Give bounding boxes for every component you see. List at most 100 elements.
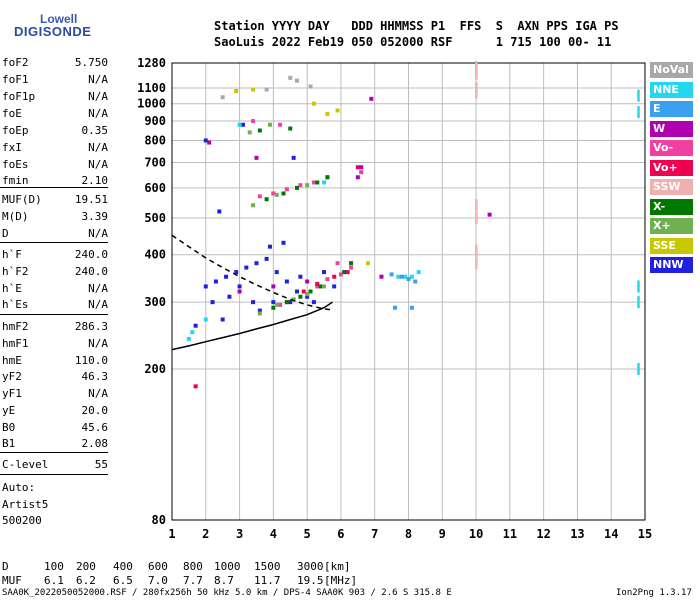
param-separator [0,187,108,188]
param-name: fxI [2,141,22,154]
data-point-ssw [475,211,478,224]
data-point-x [284,300,289,305]
data-point-vo [335,261,340,266]
data-point-vo [298,183,303,188]
param-value: 2.10 [81,174,109,187]
param-value: N/A [88,141,108,154]
data-point-vo [278,122,283,127]
data-point-noval [288,75,293,80]
data-point-w [359,165,364,170]
data-point-nne [637,296,640,309]
y-tick-label: 900 [144,114,166,128]
param-foes: foEs N/A [2,158,108,172]
data-point-vo [301,289,306,294]
foot-d-item: 1500 [254,560,281,573]
data-point-nnw [291,155,296,160]
param-fmin: fmin 2.10 [2,174,108,188]
x-tick-label: 12 [536,527,550,541]
data-point-x [271,305,276,310]
param-name: hmF1 [2,337,29,350]
data-point-nnw [237,284,242,289]
param-mufd: MUF(D) 19.51 [2,193,108,207]
data-point-noval [308,84,313,89]
data-point-vo [355,165,360,170]
auto-label: Auto: [2,481,36,494]
x-tick-label: 5 [304,527,311,541]
data-point-w [254,155,259,160]
data-point-vo [284,187,289,192]
data-point-e [409,305,414,310]
param-separator [0,474,108,475]
data-point-nnw [311,300,316,305]
param-hf: h`F 240.0 [2,248,108,262]
legend-item-nne: NNE [650,81,693,98]
param-fof2: foF2 5.750 [2,56,108,70]
param-name: B1 [2,437,16,450]
data-point-nnw [257,308,262,313]
data-point-vo [315,284,320,289]
param-value: 240.0 [74,248,108,261]
data-point-nnw [217,209,222,214]
param-fof1: foF1 N/A [2,73,108,87]
param-value: 19.51 [74,193,108,206]
data-point-nne [416,270,421,275]
legend-item-noval: NoVal [650,62,693,78]
param-value: 5.750 [74,56,108,69]
param-name: h`F2 [2,265,29,278]
param-yf1: yF1 N/A [2,387,108,401]
foot-muf-item: 19.5 [297,574,324,587]
foot-muf-item: 6.5 [113,574,133,587]
legend-item-x: X+ [650,218,693,234]
foot-muf-item: 7.0 [148,574,168,587]
data-point-w [379,274,384,279]
x-tick-label: 13 [570,527,584,541]
data-point-x [257,128,262,133]
foot-d-item: 1000 [214,560,241,573]
x-tick-label: 6 [337,527,344,541]
param-name: foE [2,107,22,120]
data-point-nnw [305,294,310,299]
data-point-nnw [264,256,269,261]
data-point-x [322,284,327,289]
data-point-x [318,284,323,289]
param-ye: yE 20.0 [2,404,108,418]
y-tick-label: 500 [144,211,166,225]
foot-d-item: 100 [44,560,64,573]
data-point-vo [278,302,283,307]
param-value: 20.0 [81,404,109,417]
y-tick-label: 400 [144,248,166,262]
data-point-nnw [288,300,293,305]
param-clevel: C-level 55 [2,458,108,472]
foot-muf-item: 6.1 [44,574,64,587]
y-tick-label: 1100 [137,81,166,95]
data-point-nne [237,122,242,127]
param-name: B0 [2,421,16,434]
param-value: 286.3 [74,320,108,333]
legend-item-vo: Vo+ [650,159,693,176]
auto-code: 500200 [2,514,42,527]
data-point-ssw [475,199,478,212]
legend-item-nnw: NNW [650,257,693,273]
y-tick-label: 1000 [137,97,166,111]
param-name: foEs [2,158,29,171]
param-fof1p: foF1p N/A [2,90,108,104]
y-tick-label: 300 [144,295,166,309]
y-tick-label: 700 [144,155,166,169]
data-point-nne [409,274,414,279]
data-point-nnw [251,300,256,305]
data-point-x [267,122,272,127]
data-point-vo [349,265,354,270]
fit-curve-profile-upper [171,234,333,311]
data-point-vo [257,194,262,199]
data-point-nnw [274,270,279,275]
data-point-e [392,305,397,310]
data-point-x [264,197,269,202]
y-tick-label: 800 [144,133,166,147]
param-value: N/A [88,227,108,240]
param-name: foF2 [2,56,29,69]
param-value: 45.6 [81,421,109,434]
data-point-nne [637,106,640,119]
param-name: foF1p [2,90,36,103]
foot-d-item: [km] [324,560,351,573]
auto-artist: Artist5 [2,498,49,511]
